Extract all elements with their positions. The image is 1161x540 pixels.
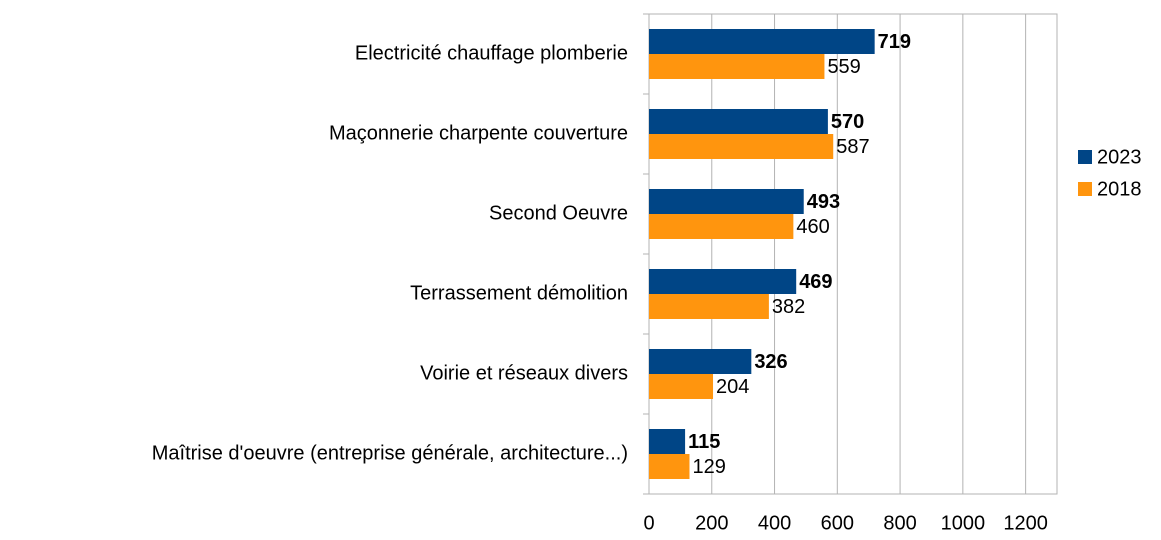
data-label: 460: [796, 216, 829, 238]
x-tick-label: 600: [821, 512, 854, 534]
bar: [649, 134, 834, 159]
data-label: 382: [772, 296, 805, 318]
data-label: 570: [831, 111, 864, 133]
y-tick-label: Maçonnerie charpente couverture: [329, 122, 628, 144]
data-label: 326: [754, 351, 787, 373]
bar: [649, 454, 690, 479]
x-tick-label: 200: [695, 512, 728, 534]
y-tick-label: Maîtrise d'oeuvre (entreprise générale, …: [152, 442, 628, 464]
x-tick-label: 800: [883, 512, 916, 534]
legend-label: 2023: [1097, 146, 1142, 168]
plot-frame: [648, 13, 1058, 495]
data-label: 115: [688, 431, 720, 453]
x-tick-label: 1200: [1003, 512, 1048, 534]
bar: [649, 214, 794, 239]
legend-swatch: [1078, 182, 1092, 196]
bar: [649, 374, 714, 399]
x-tick-label: 400: [758, 512, 791, 534]
x-tick-label: 1000: [941, 512, 986, 534]
y-tick-label: Voirie et réseaux divers: [420, 362, 628, 384]
data-label: 719: [878, 31, 911, 53]
bar: [649, 269, 797, 294]
y-tick-label: Electricité chauffage plomberie: [355, 42, 628, 64]
legend-swatch: [1078, 150, 1092, 164]
y-tick-label: Second Oeuvre: [489, 202, 628, 224]
bar: [649, 349, 752, 374]
bar: [649, 294, 769, 319]
data-label: 493: [807, 191, 840, 213]
data-label: 204: [716, 376, 749, 398]
data-label: 587: [836, 136, 869, 158]
bar: [649, 189, 804, 214]
data-label: 559: [827, 56, 860, 78]
bar: [649, 29, 875, 54]
bar: [649, 429, 686, 454]
x-tick-label: 0: [643, 512, 654, 534]
data-label: 129: [692, 456, 725, 478]
data-label: 469: [799, 271, 832, 293]
legend-label: 2018: [1097, 178, 1142, 200]
y-tick-label: Terrassement démolition: [410, 282, 628, 304]
bar: [649, 54, 825, 79]
bar: [649, 109, 828, 134]
